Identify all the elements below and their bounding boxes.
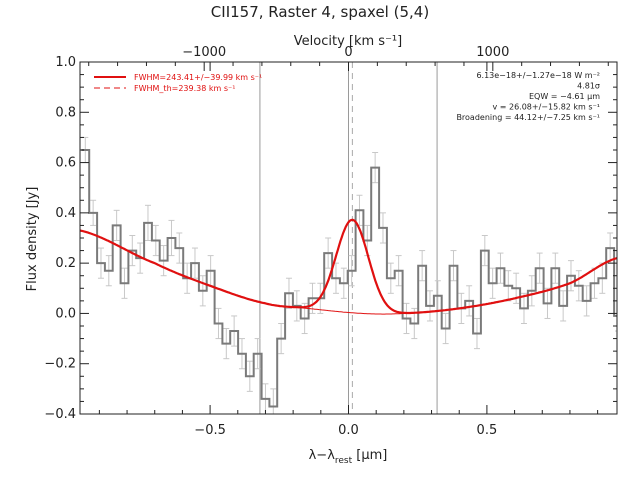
plot-area: −0.5 0.0 0.5 −0.4 −0.2 0.0 0.2 0.4 0.6 0.8 1.0 −100… [44, 45, 618, 438]
x-axis-label-main: λ−λ [309, 448, 336, 463]
y-tick-label: 1.0 [55, 55, 76, 70]
top-axis-label: Velocity [km s⁻¹] [294, 34, 402, 49]
y-tick-label: 0.8 [55, 105, 76, 120]
y-tick-label: 0.6 [55, 156, 76, 171]
y-axis-label: Flux density [Jy] [25, 187, 40, 292]
x-tick-label: 0.0 [338, 423, 359, 438]
y-tick-label: 0.2 [55, 256, 76, 271]
top-tick-label: −1000 [182, 45, 226, 60]
y-tick-label: 0.0 [55, 306, 76, 321]
gaussian-fit-line [80, 218, 617, 315]
annotation-text: 6.13e−18+/−1.27e−18 W m⁻² [476, 71, 600, 80]
y-tick-label: −0.4 [44, 407, 76, 422]
top-tick-label: 0 [344, 45, 352, 60]
x-axis-label-subscript: rest [335, 456, 353, 466]
chart-title: CII157, Raster 4, spaxel (5,4) [211, 3, 429, 21]
top-tick-label: 1000 [476, 45, 509, 60]
annotation-text: EQW = −4.61 μm [529, 92, 600, 101]
spectrum-line [81, 149, 617, 408]
clipped-data [80, 136, 617, 414]
legend-label: FWHM_th=239.38 km s⁻¹ [134, 84, 235, 93]
x-axis-label-unit: [μm] [352, 448, 387, 463]
annotation-text: v = 26.08+/−15.82 km s⁻¹ [492, 103, 600, 112]
x-tick-label: 0.5 [477, 423, 498, 438]
legend-label: FWHM=243.41+/−39.99 km s⁻¹ [134, 73, 262, 82]
annotation-text: Broadening = 44.12+/−7.25 km s⁻¹ [456, 113, 600, 122]
annotation-text: 4.81σ [577, 82, 600, 91]
x-tick-label: −0.5 [194, 423, 226, 438]
y-tick-label: −0.2 [44, 357, 76, 372]
x-axis-label: λ−λrest [μm] [309, 448, 388, 466]
y-tick-label: 0.4 [55, 206, 76, 221]
